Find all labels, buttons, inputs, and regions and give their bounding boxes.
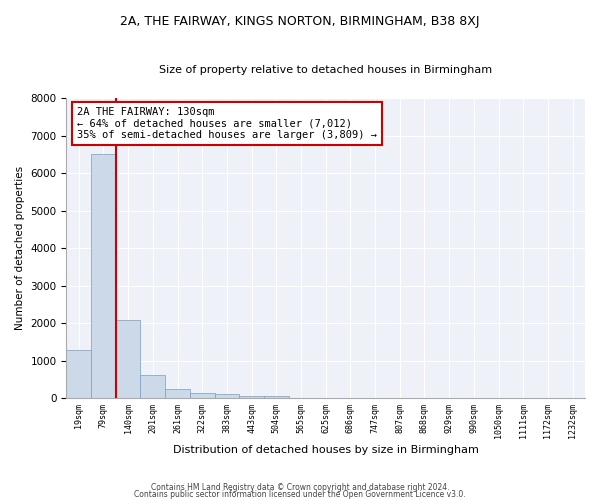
Bar xyxy=(140,375,165,398)
Text: 2A THE FAIRWAY: 130sqm
← 64% of detached houses are smaller (7,012)
35% of semi-: 2A THE FAIRWAY: 130sqm ← 64% of detached… xyxy=(77,107,377,140)
Bar xyxy=(264,396,289,398)
Text: Contains HM Land Registry data © Crown copyright and database right 2024.: Contains HM Land Registry data © Crown c… xyxy=(151,484,449,492)
Bar xyxy=(239,396,264,398)
Bar xyxy=(165,389,190,398)
Text: Contains public sector information licensed under the Open Government Licence v3: Contains public sector information licen… xyxy=(134,490,466,499)
Bar xyxy=(116,320,140,398)
Bar xyxy=(91,154,116,398)
Title: Size of property relative to detached houses in Birmingham: Size of property relative to detached ho… xyxy=(159,65,492,75)
Y-axis label: Number of detached properties: Number of detached properties xyxy=(15,166,25,330)
Bar xyxy=(190,394,215,398)
Text: 2A, THE FAIRWAY, KINGS NORTON, BIRMINGHAM, B38 8XJ: 2A, THE FAIRWAY, KINGS NORTON, BIRMINGHA… xyxy=(120,15,480,28)
X-axis label: Distribution of detached houses by size in Birmingham: Distribution of detached houses by size … xyxy=(173,445,479,455)
Bar xyxy=(215,394,239,398)
Bar xyxy=(67,350,91,398)
